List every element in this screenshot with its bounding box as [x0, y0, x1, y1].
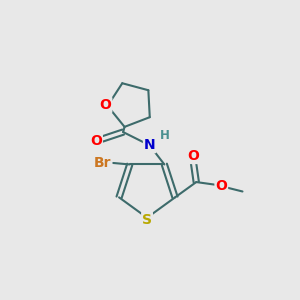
Text: O: O [188, 149, 199, 163]
Text: O: O [90, 134, 102, 148]
Text: H: H [159, 129, 169, 142]
Text: N: N [144, 138, 155, 152]
Text: S: S [142, 213, 152, 227]
Text: Br: Br [94, 156, 111, 170]
Text: O: O [100, 98, 111, 112]
Text: O: O [215, 179, 227, 193]
